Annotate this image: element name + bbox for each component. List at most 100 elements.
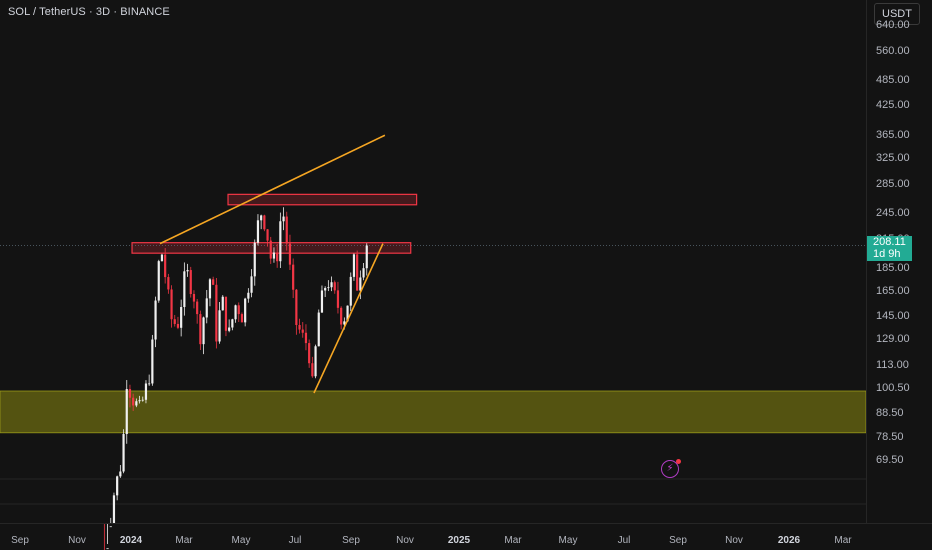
time-tick-label: May <box>558 535 578 546</box>
resistance-zone-2 <box>227 193 418 206</box>
price-tick-label: 78.50 <box>876 430 904 443</box>
candle-down <box>192 294 196 302</box>
candle-down <box>224 296 228 331</box>
candle-down <box>298 324 301 330</box>
candle-up <box>320 290 324 313</box>
price-tick-label: 365.00 <box>876 129 910 142</box>
notification-dot-icon <box>676 459 681 464</box>
candle-down <box>292 264 295 290</box>
candle-down <box>240 314 244 323</box>
candle-down <box>266 229 269 241</box>
price-tick-label: 145.00 <box>876 310 910 323</box>
candle-up <box>282 216 285 222</box>
time-tick-label: Mar <box>834 535 852 546</box>
candle-up <box>160 254 164 262</box>
time-tick-label: Nov <box>396 535 414 546</box>
candle-up <box>279 221 282 262</box>
candle-down <box>308 343 311 364</box>
candle-down <box>237 305 240 315</box>
candle-up <box>180 307 183 328</box>
candle-up <box>234 305 237 320</box>
price-tick-label: 100.50 <box>876 382 910 395</box>
candle-down <box>189 270 192 295</box>
time-tick-label: Sep <box>11 535 29 546</box>
candle-up <box>112 495 116 523</box>
candle-up <box>228 327 231 331</box>
candle-down <box>196 301 199 315</box>
candle-up <box>186 270 189 272</box>
time-tick-label: Sep <box>669 535 687 546</box>
candle-up <box>343 321 346 325</box>
time-tick-label: 2025 <box>447 535 471 546</box>
candle-down <box>173 319 176 324</box>
candle-down <box>263 215 266 230</box>
time-tick-label: Jul <box>288 535 302 546</box>
price-tick-label: 285.00 <box>876 177 910 190</box>
time-axis-separator <box>0 523 932 524</box>
lightning-icon[interactable]: ⚡ <box>661 459 681 478</box>
candle-down <box>340 307 343 325</box>
candle-up <box>362 268 365 278</box>
candle-down <box>167 277 170 290</box>
time-tick-label: 2024 <box>119 535 143 546</box>
support-zone <box>0 390 867 434</box>
candle-down <box>288 243 292 265</box>
candle-down <box>336 290 340 308</box>
price-tick-label: 113.00 <box>876 359 909 372</box>
candle-up <box>122 434 125 472</box>
candle-up <box>330 282 333 288</box>
candle-up <box>125 389 128 435</box>
candle-down <box>170 289 173 320</box>
price-tick-label: 88.50 <box>876 407 904 419</box>
candle-down <box>128 389 132 398</box>
time-tick-label: Nov <box>725 535 743 546</box>
candle-up <box>346 305 349 322</box>
price-axis-separator <box>866 0 867 523</box>
candle-up <box>205 298 208 318</box>
candle-up <box>135 401 138 406</box>
price-tick-label: 425.00 <box>876 99 910 112</box>
candle-up <box>106 548 109 550</box>
candle-up <box>116 476 119 496</box>
candle-up <box>314 346 317 377</box>
price-tick-label: 485.00 <box>876 73 910 86</box>
candle-up <box>218 310 221 342</box>
candle-up <box>148 383 151 385</box>
candle-down <box>164 254 167 278</box>
candle-up <box>231 319 234 328</box>
price-tick-label: 245.00 <box>876 207 910 220</box>
candle-up <box>247 292 250 299</box>
price-tick-label: 325.00 <box>876 152 910 164</box>
trendline-1 <box>159 134 386 245</box>
candle-up <box>260 215 263 221</box>
candle-up <box>183 271 186 308</box>
candle-up <box>141 399 144 401</box>
candle-down <box>276 252 279 262</box>
time-tick-label: Mar <box>175 535 193 546</box>
time-tick-label: Mar <box>504 535 522 546</box>
time-tick-label: Jul <box>617 535 631 546</box>
candle-up <box>250 276 253 293</box>
time-tick-label: Sep <box>342 535 360 546</box>
candle-down <box>269 240 272 259</box>
price-tick-label: 560.00 <box>876 45 910 58</box>
trendline-2 <box>313 243 384 394</box>
candle-up <box>138 400 141 402</box>
candle-down <box>333 282 336 291</box>
price-tick-label: 69.50 <box>876 454 904 467</box>
current-price-value: 208.11 <box>873 236 906 248</box>
candle-up <box>202 317 205 345</box>
current-price-label: 208.11 1d 9h <box>867 236 912 261</box>
time-tick-label: 2026 <box>777 535 801 546</box>
candle-up <box>365 245 368 269</box>
candle-up <box>119 471 122 477</box>
candle-down <box>199 314 202 345</box>
price-tick-label: 185.00 <box>876 262 910 275</box>
currency-button[interactable]: USDT <box>874 3 920 25</box>
symbol-title: SOL / TetherUS · 3D · BINANCE <box>8 6 170 18</box>
candle-up <box>144 383 148 400</box>
price-tick-label: 165.00 <box>876 284 910 297</box>
candle-up <box>317 312 320 347</box>
